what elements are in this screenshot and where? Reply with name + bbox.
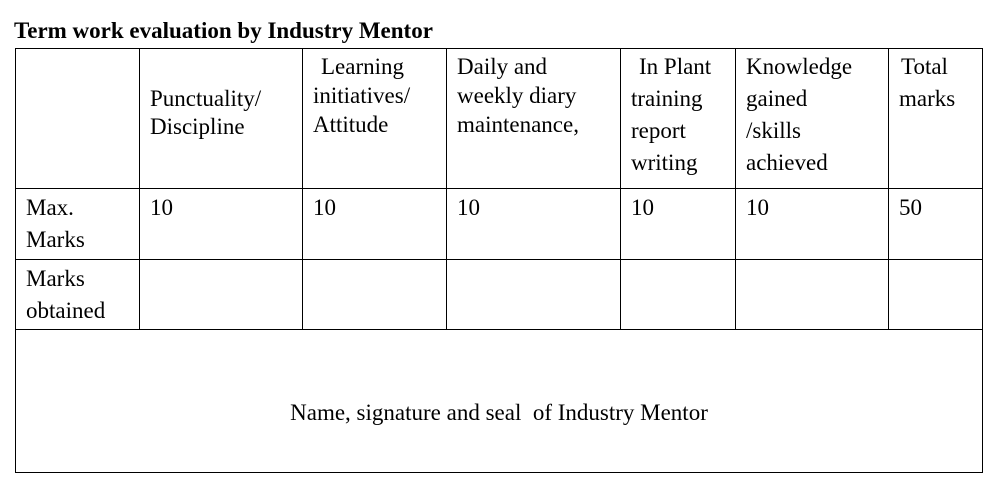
header-line: training — [631, 86, 703, 111]
row-label-line: Marks — [26, 266, 85, 291]
marks-input-cell[interactable] — [888, 259, 983, 330]
table-cell: 50 — [888, 188, 983, 260]
table-cell: 10 — [620, 188, 736, 260]
header-cell-diary: Daily and weekly diary maintenance, — [446, 48, 621, 189]
header-cell-training: In Plant training report writing — [620, 48, 736, 189]
header-line: /skills — [746, 118, 801, 143]
row-label: Max. Marks — [15, 188, 140, 260]
header-cell-learning: Learning initiatives/ Attitude — [302, 48, 447, 189]
signature-row: Name, signature and seal of Industry Men… — [15, 329, 983, 473]
header-line: report — [631, 118, 686, 143]
header-cell-empty — [15, 48, 140, 189]
header-cell-punctuality: Punctuality/ Discipline — [139, 48, 303, 189]
header-line: Total — [901, 54, 948, 79]
header-line: achieved — [746, 150, 828, 175]
table-row: Marks obtained — [15, 259, 983, 330]
page-title: Term work evaluation by Industry Mentor — [14, 18, 433, 43]
header-line: Attitude — [313, 112, 389, 137]
header-cell-knowledge: Knowledge gained /skills achieved — [735, 48, 889, 189]
signature-cell: Name, signature and seal of Industry Men… — [15, 329, 983, 473]
header-line: Knowledge — [746, 54, 853, 79]
header-line: maintenance, — [457, 112, 579, 137]
signature-label: Name, signature and seal of Industry Men… — [290, 400, 708, 425]
header-line: initiatives/ — [313, 83, 411, 108]
header-line — [150, 51, 298, 83]
table-cell: 10 — [302, 188, 447, 260]
marks-input-cell[interactable] — [620, 259, 736, 330]
marks-input-cell[interactable] — [446, 259, 621, 330]
header-line: writing — [631, 150, 698, 175]
evaluation-table: Punctuality/ Discipline Learning initiat… — [15, 48, 983, 473]
header-line: Learning — [321, 54, 405, 79]
row-label: Marks obtained — [15, 259, 140, 330]
row-label-line: Marks — [26, 227, 85, 252]
table-row: Max. Marks 10 10 10 10 10 50 — [15, 188, 983, 260]
table-cell: 10 — [139, 188, 303, 260]
header-line: Punctuality/ — [150, 86, 262, 111]
marks-input-cell[interactable] — [302, 259, 447, 330]
header-line: gained — [746, 86, 808, 111]
table-cell: 10 — [446, 188, 621, 260]
table-cell: 10 — [735, 188, 889, 260]
header-line: Daily and — [457, 54, 548, 79]
header-line: Discipline — [150, 114, 245, 139]
header-line: In Plant — [639, 54, 712, 79]
marks-input-cell[interactable] — [139, 259, 303, 330]
header-line: weekly diary — [457, 83, 577, 108]
header-cell-total: Total marks — [888, 48, 983, 189]
row-label-line: obtained — [26, 298, 106, 323]
header-row: Punctuality/ Discipline Learning initiat… — [15, 48, 983, 189]
marks-input-cell[interactable] — [735, 259, 889, 330]
header-line: marks — [899, 86, 956, 111]
row-label-line: Max. — [26, 195, 74, 220]
